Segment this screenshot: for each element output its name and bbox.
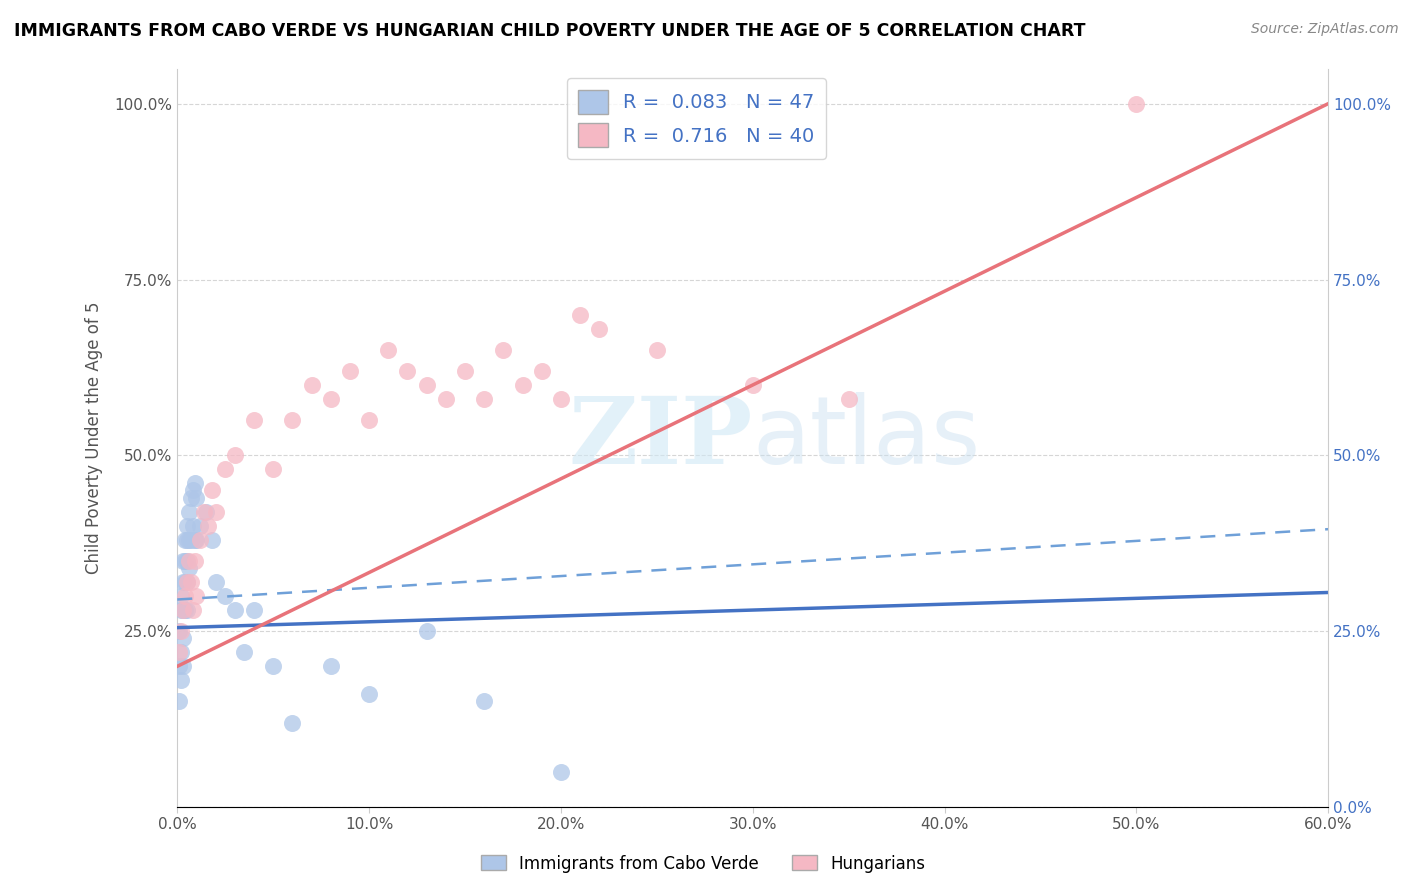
Point [188, 518, 211, 533]
Point [172, 603, 194, 617]
Point [339, 364, 361, 378]
Point [204, 574, 226, 589]
Point [177, 505, 200, 519]
Point [176, 518, 198, 533]
Point [214, 589, 236, 603]
Point [177, 554, 200, 568]
Point [170, 645, 193, 659]
Point [180, 491, 202, 505]
Point [224, 603, 246, 617]
Point [186, 533, 208, 547]
Point [588, 322, 610, 336]
Point [170, 603, 193, 617]
Text: atlas: atlas [752, 392, 981, 483]
Point [281, 715, 304, 730]
Point [195, 505, 218, 519]
Point [1125, 96, 1147, 111]
Point [233, 645, 256, 659]
Point [550, 764, 572, 779]
Point [180, 533, 202, 547]
Point [170, 624, 193, 639]
Text: ZIP: ZIP [568, 392, 752, 483]
Point [176, 533, 198, 547]
Point [415, 624, 437, 639]
Point [172, 574, 194, 589]
Point [176, 554, 198, 568]
Point [172, 603, 194, 617]
Point [472, 392, 495, 406]
Point [214, 462, 236, 476]
Point [176, 574, 198, 589]
Point [177, 561, 200, 575]
Point [224, 448, 246, 462]
Point [359, 413, 381, 427]
Point [167, 624, 190, 639]
Point [569, 308, 592, 322]
Point [174, 554, 197, 568]
Point [359, 688, 381, 702]
Point [170, 589, 193, 603]
Point [281, 413, 304, 427]
Point [301, 378, 323, 392]
Y-axis label: Child Poverty Under the Age of 5: Child Poverty Under the Age of 5 [86, 301, 103, 574]
Point [180, 574, 202, 589]
Point [167, 645, 190, 659]
Point [377, 343, 399, 357]
Point [174, 533, 197, 547]
Point [172, 554, 194, 568]
Point [512, 378, 534, 392]
Point [434, 392, 457, 406]
Point [193, 505, 215, 519]
Text: Source: ZipAtlas.com: Source: ZipAtlas.com [1251, 22, 1399, 37]
Point [176, 574, 198, 589]
Point [530, 364, 553, 378]
Point [645, 343, 668, 357]
Point [415, 378, 437, 392]
Point [181, 483, 204, 498]
Point [174, 589, 197, 603]
Point [181, 603, 204, 617]
Point [550, 392, 572, 406]
Point [204, 505, 226, 519]
Point [174, 603, 197, 617]
Point [492, 343, 515, 357]
Point [167, 694, 190, 708]
Point [197, 518, 219, 533]
Point [172, 659, 194, 673]
Point [167, 659, 190, 673]
Legend: Immigrants from Cabo Verde, Hungarians: Immigrants from Cabo Verde, Hungarians [474, 848, 932, 880]
Text: IMMIGRANTS FROM CABO VERDE VS HUNGARIAN CHILD POVERTY UNDER THE AGE OF 5 CORRELA: IMMIGRANTS FROM CABO VERDE VS HUNGARIAN … [14, 22, 1085, 40]
Point [319, 659, 342, 673]
Point [319, 392, 342, 406]
Point [186, 491, 208, 505]
Legend: R =  0.083   N = 47, R =  0.716   N = 40: R = 0.083 N = 47, R = 0.716 N = 40 [567, 78, 827, 159]
Point [838, 392, 860, 406]
Point [472, 694, 495, 708]
Point [183, 533, 205, 547]
Point [186, 589, 208, 603]
Point [243, 603, 266, 617]
Point [262, 659, 284, 673]
Point [741, 378, 763, 392]
Point [183, 476, 205, 491]
Point [201, 533, 224, 547]
Point [174, 574, 197, 589]
Point [177, 533, 200, 547]
Point [183, 554, 205, 568]
Point [396, 364, 419, 378]
Point [172, 631, 194, 645]
Point [188, 533, 211, 547]
Point [201, 483, 224, 498]
Point [181, 518, 204, 533]
Point [262, 462, 284, 476]
Point [243, 413, 266, 427]
Point [176, 603, 198, 617]
Point [454, 364, 477, 378]
Point [170, 673, 193, 688]
